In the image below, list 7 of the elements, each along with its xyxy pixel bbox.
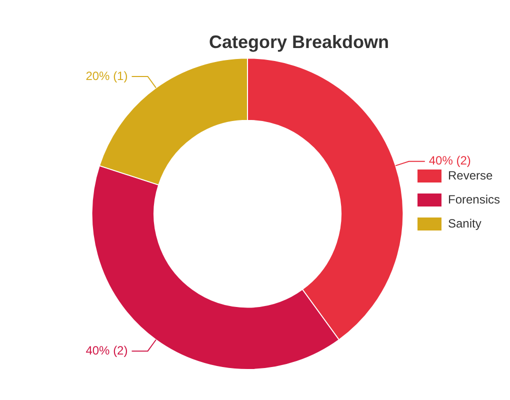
- legend-label: Sanity: [448, 216, 482, 230]
- legend-label: Reverse: [448, 168, 493, 182]
- chart-title: Category Breakdown: [208, 32, 390, 52]
- legend-label: Forensics: [448, 192, 500, 206]
- data-label: 40% (2): [428, 154, 471, 168]
- data-label: 40% (2): [86, 343, 128, 358]
- data-label: 20% (1): [86, 68, 128, 83]
